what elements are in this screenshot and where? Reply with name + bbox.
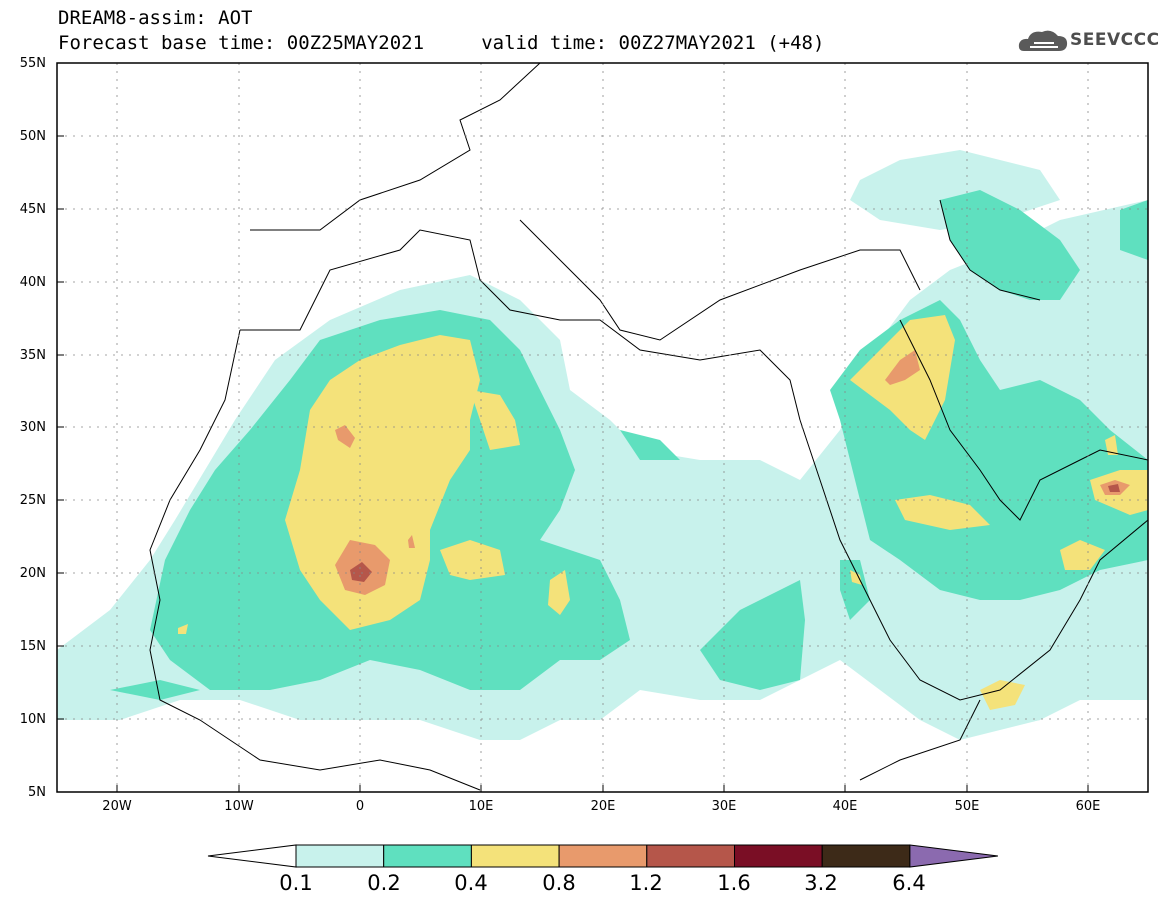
- colorbar-cell: [734, 844, 823, 868]
- colorbar-cell: [821, 844, 911, 868]
- aot-map: [56, 62, 1149, 793]
- colorbar-cell: [295, 844, 385, 868]
- lat-label-20n: 20N: [19, 566, 46, 581]
- lat-label-40n: 40N: [19, 275, 46, 290]
- colorbar-cell: [646, 844, 735, 868]
- colorbar-label: 0.1: [279, 871, 313, 895]
- colorbar-label: 0.8: [542, 871, 576, 895]
- aot-level-1.2: [350, 484, 1120, 582]
- colorbar-arrow-low: [207, 844, 297, 868]
- lat-label-5n: 5N: [28, 785, 46, 800]
- cloud-logo-icon: [1018, 30, 1068, 51]
- aot-fields: [57, 150, 1148, 740]
- colorbar-cell: [383, 844, 472, 868]
- axis-ticks: [57, 62, 1089, 792]
- lon-label-30e: 30E: [711, 799, 737, 814]
- lat-label-10n: 10N: [19, 712, 46, 727]
- lat-label-50n: 50N: [19, 129, 46, 144]
- lon-label-60e: 60E: [1075, 799, 1101, 814]
- colorbar-arrow-high: [909, 844, 998, 868]
- lat-label-30n: 30N: [19, 420, 46, 435]
- graticule: [57, 63, 1148, 792]
- colorbar-label: 1.6: [717, 871, 751, 895]
- lat-label-35n: 35N: [19, 348, 46, 363]
- lat-label-25n: 25N: [19, 493, 46, 508]
- lon-label-40e: 40E: [832, 799, 858, 814]
- lon-label-10w: 10W: [224, 799, 254, 814]
- lon-label-10e: 10E: [468, 799, 494, 814]
- product-title: DREAM8-assim: AOT: [58, 7, 253, 29]
- lon-label-50e: 50E: [954, 799, 980, 814]
- colorbar-cell: [558, 844, 648, 868]
- colorbar-label: 0.2: [367, 871, 401, 895]
- colorbar-label: 6.4: [892, 871, 926, 895]
- lon-label-20e: 20E: [590, 799, 616, 814]
- colorbar-cell: [470, 844, 560, 868]
- colorbar-label: 3.2: [804, 871, 838, 895]
- lat-label-15n: 15N: [19, 639, 46, 654]
- lon-label-20w: 20W: [102, 799, 132, 814]
- colorbar-label: 1.2: [629, 871, 663, 895]
- forecast-times: Forecast base time: 00Z25MAY2021 valid t…: [58, 32, 825, 54]
- lat-label-55n: 55N: [19, 56, 46, 71]
- lon-label-0: 0: [355, 799, 365, 814]
- lat-label-45n: 45N: [19, 202, 46, 217]
- colorbar-label: 0.4: [454, 871, 488, 895]
- logo-text: SEEVCCC: [1070, 30, 1160, 50]
